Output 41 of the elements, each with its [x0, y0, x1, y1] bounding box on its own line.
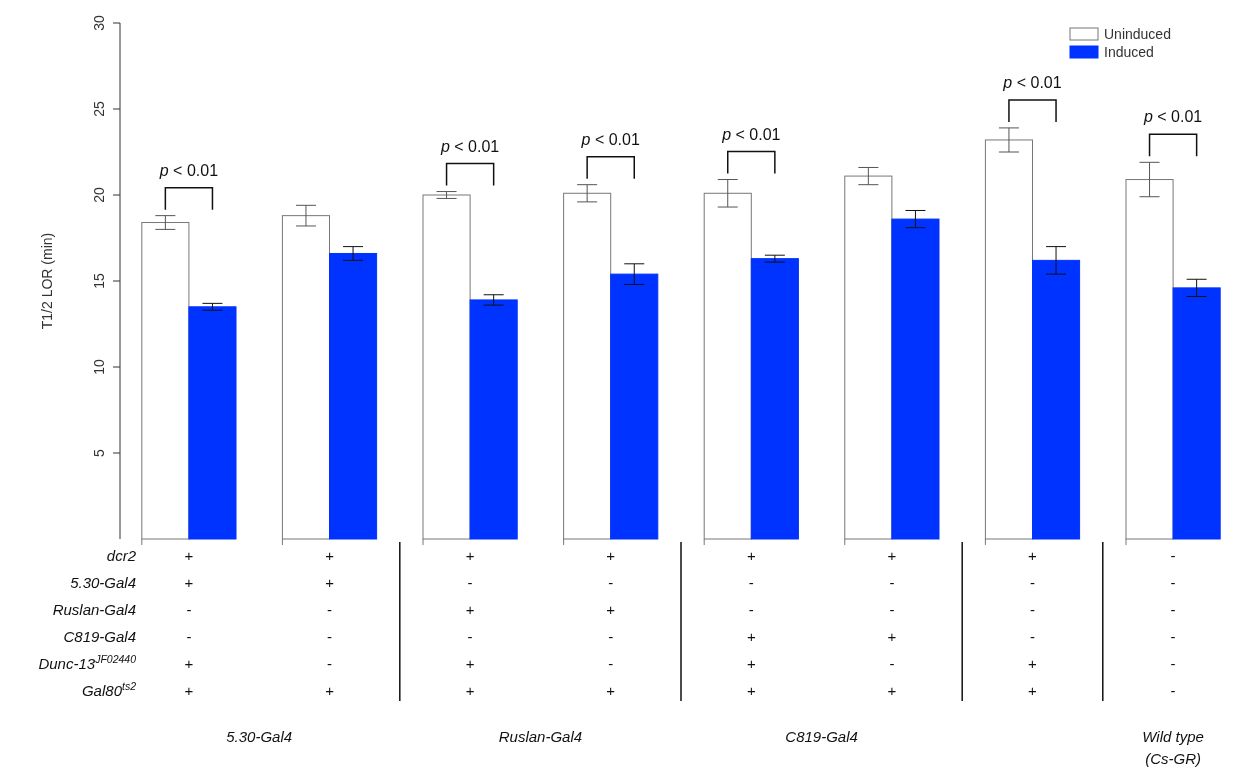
text: 5.30-Gal4: [226, 728, 293, 745]
text: C819-Gal4: [785, 728, 858, 745]
x-tick-label: + - - + + +: [746, 547, 756, 699]
y-tick-label: 30: [91, 15, 107, 31]
bar: [1031, 259, 1081, 540]
text: 5.30-Gal4: [70, 574, 136, 591]
annotation: p < 0.01: [439, 137, 500, 155]
text: dcr2: [106, 547, 137, 564]
y-tick-label: 5: [91, 448, 107, 457]
bar: [469, 299, 518, 540]
text: Ruslan-Gal4: [52, 601, 136, 618]
annotation: p < 0.01: [721, 125, 781, 143]
x-tick-label: + + - - + +: [184, 547, 194, 699]
bar: [188, 306, 237, 540]
annotation: p < 0.01: [158, 161, 219, 179]
x-tick-label: + - + - + +: [465, 547, 475, 699]
bar: [610, 273, 659, 540]
annotation: p < 0.01: [1002, 73, 1062, 91]
text: C819-Gal4: [63, 628, 136, 645]
text: Dunc-13$^{JF02440}$: [38, 653, 137, 672]
bar: [329, 252, 378, 540]
x-tick-label: + + - - - +: [325, 547, 335, 699]
x-tick-label: + - - - + +: [1028, 547, 1038, 699]
annotation: p < 0.01: [1142, 108, 1203, 126]
annotation: p < 0.01: [580, 130, 640, 148]
y-tick-label: 20: [91, 187, 107, 203]
legend-label: Uninduced: [1104, 26, 1171, 42]
x-tick-label: + - + - - +: [606, 547, 616, 699]
text: Wild type (Cs-GR): [1142, 728, 1204, 767]
y-axis-title: T1/2 LOR (min): [39, 232, 55, 330]
legend-label: Induced: [1104, 44, 1154, 60]
bar: [750, 258, 799, 540]
y-tick-label: 15: [91, 273, 107, 289]
x-tick-label: + - - + - +: [887, 547, 897, 699]
y-tick-label: 25: [91, 101, 107, 117]
text: Ruslan-Gal4: [498, 728, 583, 745]
text: Gal80$^{ts2}$: [81, 680, 137, 699]
bar: [1172, 287, 1221, 540]
y-tick-label: 10: [91, 359, 107, 375]
bar: [891, 218, 940, 540]
x-tick-label: - - - - - -: [1170, 547, 1176, 699]
